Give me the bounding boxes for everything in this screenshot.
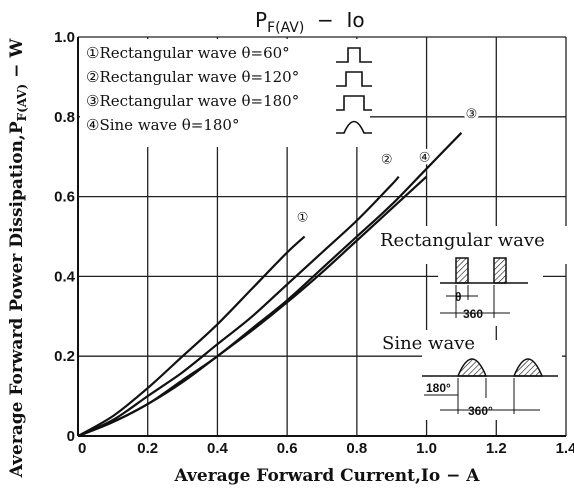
series-marker-4: ④ — [419, 151, 431, 166]
rect-period-label: 360 — [463, 307, 483, 321]
x-tick-label: 0.4 — [207, 440, 229, 457]
y-axis-label: Average Forward Power Dissipation,PF(AV)… — [7, 38, 29, 479]
rect-wave-title: Rectangular wave — [380, 230, 545, 251]
series-line-3 — [77, 132, 463, 438]
curves: ① ② ③ ④ — [77, 104, 480, 438]
legend-item-3: ③Rectangular wave θ=180° — [86, 92, 299, 110]
pulse-narrow-icon — [336, 47, 372, 63]
y-tick-label: 0 — [67, 428, 75, 445]
legend-item-2: ②Rectangular wave θ=120° — [86, 68, 299, 86]
series-line-4 — [77, 175, 428, 438]
x-tick-label: 0.2 — [137, 440, 158, 457]
legend-item-1: ①Rectangular wave θ=60° — [86, 44, 290, 62]
x-tick-label: 0 — [78, 440, 86, 457]
rect-pulse-1 — [455, 257, 469, 284]
x-axis-label: Average Forward Current,Io − A — [174, 466, 481, 486]
pulse-medium-icon — [336, 71, 372, 87]
sine-hump-1 — [456, 358, 488, 377]
y-tick-label: 0.2 — [54, 348, 75, 365]
series-marker-1: ① — [297, 211, 309, 226]
sine-wave-inset: Sine wave 180° 360° — [380, 330, 562, 420]
rect-pulse-2 — [493, 257, 507, 284]
y-tick-label: 0.4 — [54, 268, 76, 285]
x-tick-label: 1.0 — [416, 440, 437, 457]
rect-theta-label: θ — [455, 290, 462, 304]
legend-item-4: ④Sine wave θ=180° — [86, 116, 239, 134]
sine-inset-plot-background — [422, 340, 562, 420]
x-tick-label: 0.6 — [277, 440, 298, 457]
x-tick-label: 0.8 — [346, 440, 367, 457]
sine-wave-title: Sine wave — [382, 333, 475, 354]
series-marker-3: ③ — [466, 107, 478, 122]
x-tick-label: 1.2 — [486, 440, 507, 457]
series-line-1 — [77, 235, 306, 437]
series-marker-bg-4 — [416, 148, 433, 165]
series-marker-2: ② — [381, 153, 393, 168]
chart-title: PF(AV) − Io — [255, 8, 365, 36]
rectangular-wave-inset: Rectangular wave θ 360 — [378, 226, 568, 326]
pulse-wide-icon — [336, 95, 372, 111]
x-tick-label: 1.4 — [556, 440, 574, 457]
y-tick-label: 1.0 — [54, 29, 75, 46]
y-tick-label: 0.6 — [54, 189, 75, 206]
y-tick-label: 0.8 — [54, 109, 75, 126]
axes — [77, 37, 566, 437]
legend-background — [80, 39, 370, 147]
sine-half-icon — [336, 120, 372, 134]
tick-labels: 0 0.2 0.4 0.6 0.8 1.0 1.2 1.4 0 0.2 0.4 0.6 0.8 1.0 — [54, 29, 574, 457]
sine-half-label: 180° — [426, 381, 451, 395]
series-line-2 — [77, 175, 400, 437]
series-marker-bg-1 — [294, 208, 311, 225]
rect-inset-plot-background — [438, 252, 543, 326]
sine-hump-2 — [512, 358, 544, 377]
series-marker-bg-2 — [378, 150, 395, 167]
series-marker-bg-3 — [463, 104, 480, 121]
sine-period-label: 360° — [468, 404, 493, 418]
legend: ①Rectangular wave θ=60° ②Rectangular wav… — [80, 39, 372, 147]
